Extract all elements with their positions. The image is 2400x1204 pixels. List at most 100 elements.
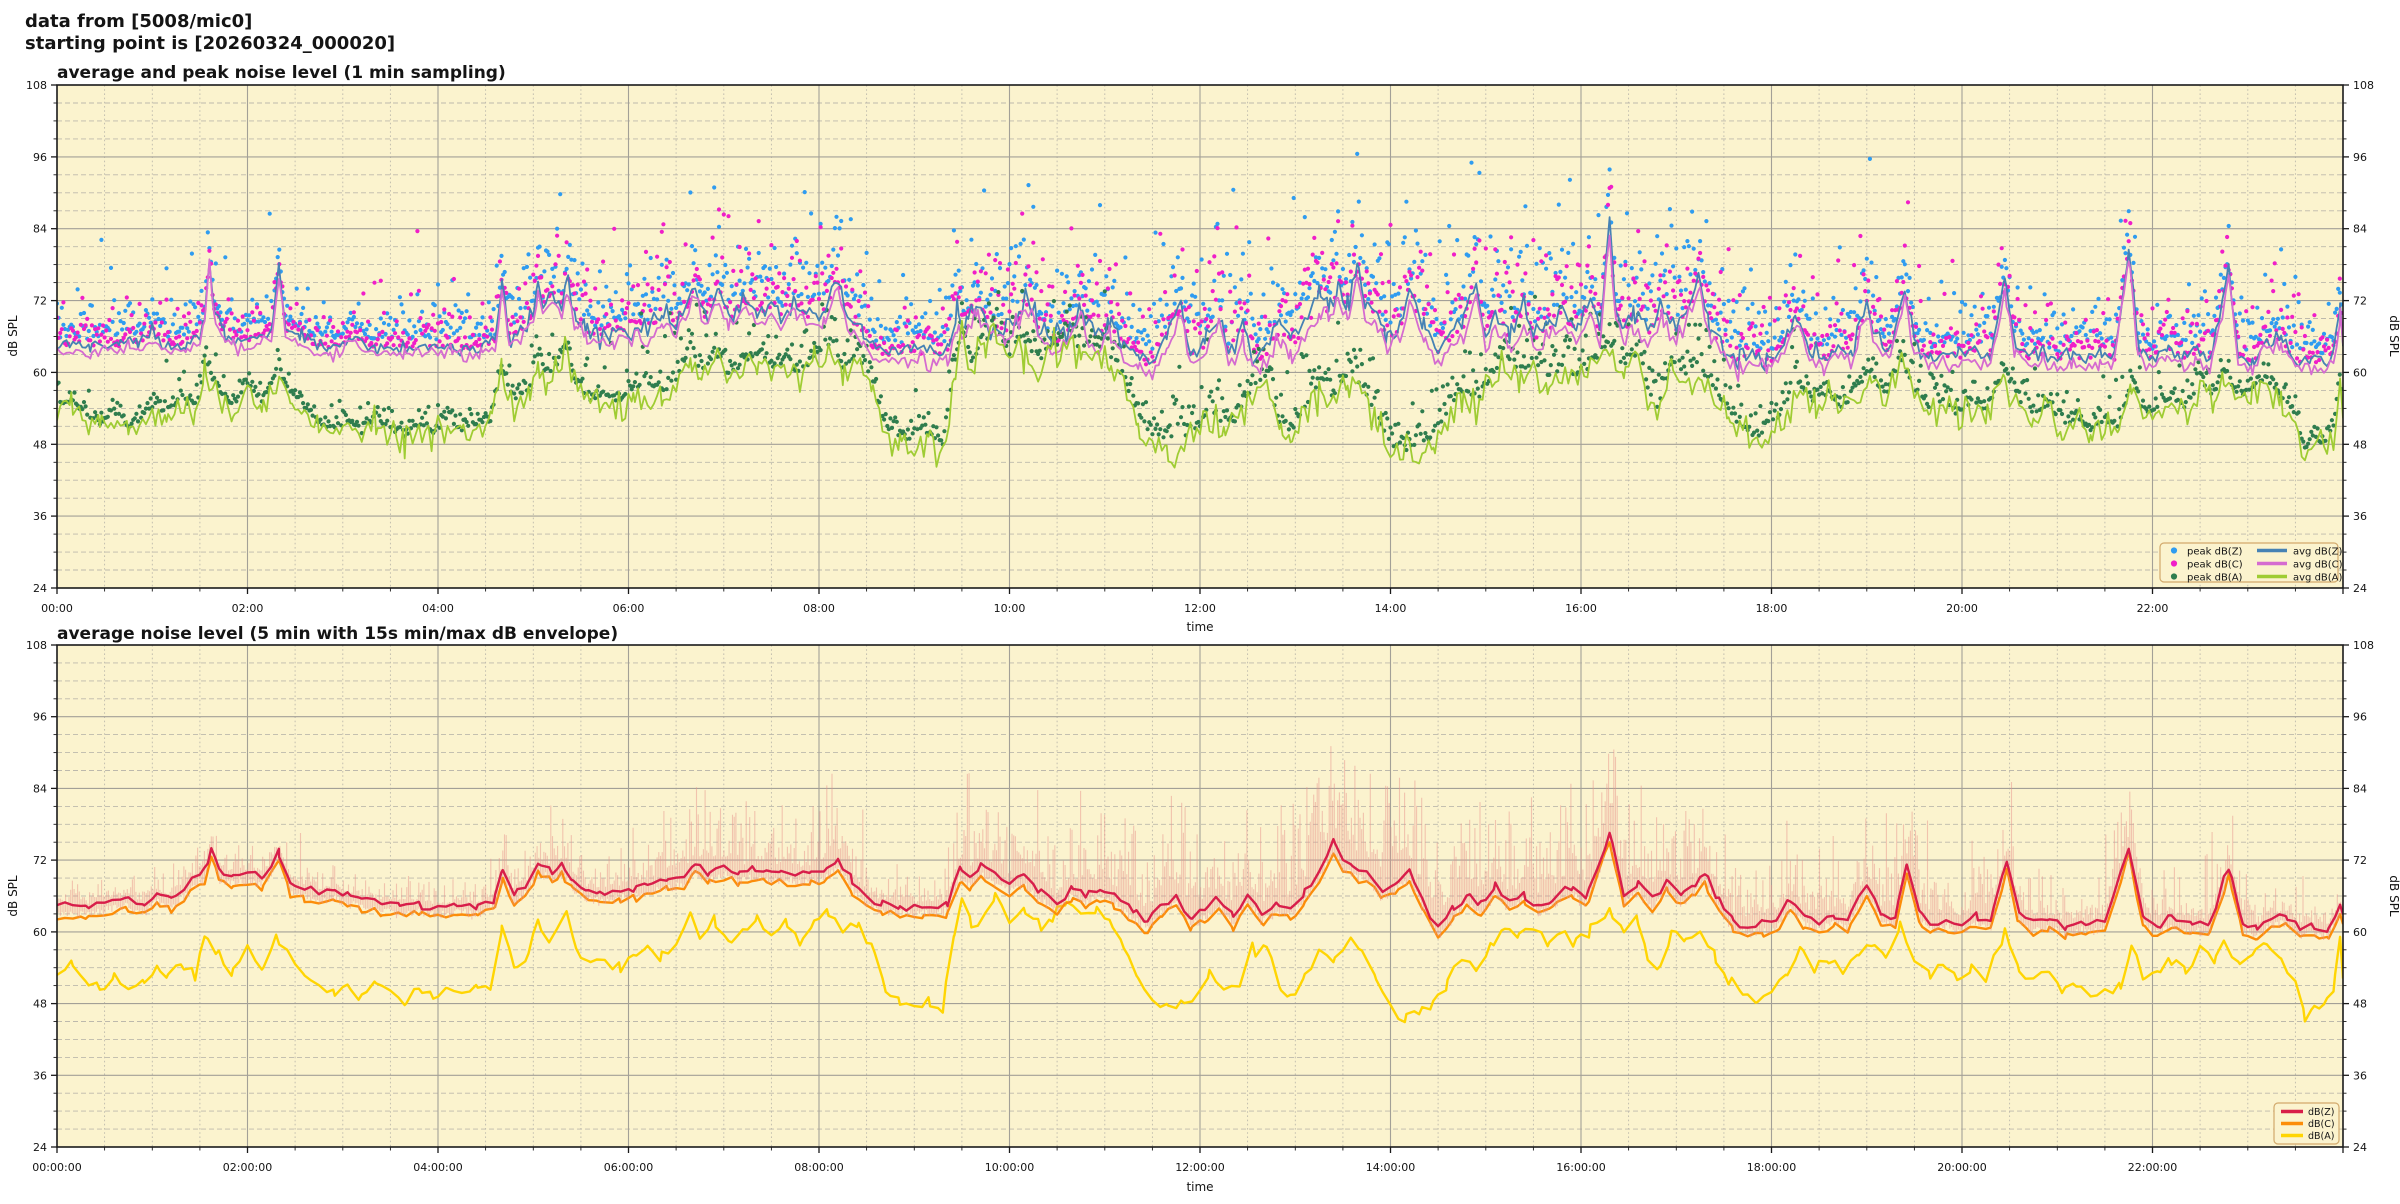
charts-root: 00:00 02:00 04:00 06:00 08:00 10:00 12:00 14:00… [26, 79, 2374, 1174]
chart1-y-tick-label-right: 60 [2353, 366, 2367, 379]
chart1-x-tick-label: 22:00 [2137, 602, 2169, 615]
legend-label: dB(C) [2308, 1119, 2335, 1130]
legend-label: peak dB(A) [2187, 572, 2243, 583]
legend-label: avg dB(C) [2293, 559, 2343, 570]
chart2-axes: 00:00:00 02:00:00 04:00:00 06:00:00 08:00:00… [26, 639, 2374, 1174]
chart1-series [57, 151, 2343, 469]
chart1-title: average and peak noise level (1 min samp… [57, 63, 506, 83]
chart1-yaxis-label-right: dB SPL [2387, 315, 2400, 357]
chart1-x-tick-label: 02:00 [232, 602, 264, 615]
legend-marker-peak-db-z- [2170, 547, 2178, 554]
legend-marker-peak-db-c- [2170, 560, 2178, 567]
chart1-legend: peak dB(Z) peak dB(C) peak dB(A) avg dB(Z) a… [2159, 542, 2343, 583]
chart1-frame [57, 85, 2343, 588]
chart1-y-tick-label-right: 84 [2353, 223, 2367, 236]
chart1-y-tick-label-left: 36 [33, 510, 47, 523]
legend-label: dB(Z) [2308, 1107, 2334, 1118]
chart1-y-tick-label-left: 96 [33, 151, 47, 164]
chart1-x-tick-label: 18:00 [1756, 602, 1788, 615]
chart1-y-tick-label-left: 84 [33, 223, 47, 236]
chart2-y-tick-label-right: 48 [2353, 998, 2367, 1011]
chart2-y-tick-label-left: 96 [33, 711, 47, 724]
chart1-y-tick-label-left: 72 [33, 295, 47, 308]
chart2-major-grid [57, 645, 2343, 1147]
chart2-x-tick-label: 12:00:00 [1175, 1161, 1224, 1174]
chart2-ticks [51, 644, 2349, 1153]
chart1-x-tick-labels: 00:00 02:00 04:00 06:00 08:00 10:00 12:00 14:00… [41, 602, 2168, 615]
series-avg-dbc [57, 234, 2343, 382]
chart2-y-tick-labels: 108 108 96 96 84 84 72 72 60 60 48 48 36 36 24 24 [26, 639, 2374, 1154]
chart1-x-tick-label: 20:00 [1946, 602, 1978, 615]
header-line1: data from [5008/mic0] [25, 11, 252, 32]
series-dbz [57, 831, 2343, 933]
chart2-x-tick-labels: 00:00:00 02:00:00 04:00:00 06:00:00 08:00:00… [32, 1161, 2177, 1174]
legend-marker-peak-db-a- [2170, 573, 2178, 580]
legend-label: avg dB(Z) [2293, 546, 2343, 557]
series-avg-dbz [57, 216, 2343, 372]
chart2-xaxis-label: time [1186, 1180, 1213, 1194]
chart1-xaxis-label: time [1186, 620, 1213, 634]
legend-label: peak dB(Z) [2187, 546, 2243, 557]
chart2-title: average noise level (5 min with 15s min/… [57, 624, 618, 644]
chart2-x-tick-label: 10:00:00 [985, 1161, 1034, 1174]
chart2-y-tick-label-right: 60 [2353, 926, 2367, 939]
header-line2: starting point is [20260324_000020] [25, 33, 395, 54]
chart1-y-tick-label-right: 24 [2353, 582, 2367, 595]
chart2-x-tick-label: 14:00:00 [1366, 1161, 1415, 1174]
chart2-y-tick-label-left: 36 [33, 1069, 47, 1082]
chart1-ticks [51, 84, 2349, 594]
chart1-y-tick-label-right: 36 [2353, 510, 2367, 523]
chart2-frame [57, 645, 2343, 1147]
chart1-yaxis-label-left: dB SPL [6, 315, 20, 357]
chart1-axes: 00:00 02:00 04:00 06:00 08:00 10:00 12:00 14:00… [26, 79, 2374, 615]
series-avg-dba [57, 319, 2343, 469]
chart2-x-tick-label: 16:00:00 [1556, 1161, 1605, 1174]
chart2-y-tick-label-right: 72 [2353, 854, 2367, 867]
chart1-x-tick-label: 16:00 [1565, 602, 1597, 615]
chart2-x-tick-label: 06:00:00 [604, 1161, 653, 1174]
chart2-y-tick-label-right: 108 [2353, 639, 2374, 652]
legend-label: peak dB(C) [2187, 559, 2243, 570]
chart1-y-tick-label-right: 108 [2353, 79, 2374, 92]
chart2-yaxis-label-right: dB SPL [2387, 875, 2400, 917]
chart1-x-tick-label: 14:00 [1375, 602, 1407, 615]
chart2-x-tick-label: 04:00:00 [413, 1161, 462, 1174]
chart2-x-tick-label: 08:00:00 [794, 1161, 843, 1174]
chart1-y-tick-label-right: 96 [2353, 151, 2367, 164]
chart2-x-tick-label: 18:00:00 [1747, 1161, 1796, 1174]
chart1-x-tick-label: 08:00 [803, 602, 835, 615]
legend-label: avg dB(A) [2293, 572, 2343, 583]
chart1-y-tick-label-right: 48 [2353, 438, 2367, 451]
chart2-x-tick-label: 02:00:00 [223, 1161, 272, 1174]
chart2-y-tick-label-left: 72 [33, 854, 47, 867]
chart2-y-tick-label-left: 60 [33, 926, 47, 939]
chart2-x-tick-label: 22:00:00 [2128, 1161, 2177, 1174]
chart2-y-tick-label-right: 84 [2353, 782, 2367, 795]
chart2-y-tick-label-right: 36 [2353, 1069, 2367, 1082]
chart2-x-tick-label: 00:00:00 [32, 1161, 81, 1174]
legend-label: dB(A) [2308, 1131, 2334, 1142]
chart1-y-tick-label-right: 72 [2353, 295, 2367, 308]
chart1-y-tick-labels: 108 108 96 96 84 84 72 72 60 60 48 48 36 36 24 24 [26, 79, 2374, 595]
series-dba [57, 891, 2343, 1024]
chart1-y-tick-label-left: 108 [26, 79, 47, 92]
chart1-y-tick-label-left: 24 [33, 582, 47, 595]
chart1-x-tick-label: 10:00 [994, 602, 1026, 615]
chart1-y-tick-label-left: 48 [33, 438, 47, 451]
chart1-y-tick-label-left: 60 [33, 366, 47, 379]
chart1-x-tick-label: 00:00 [41, 602, 73, 615]
chart1-legend-box [2159, 542, 2339, 583]
chart2-yaxis-label-left: dB SPL [6, 875, 20, 917]
chart2-y-tick-label-left: 48 [33, 998, 47, 1011]
chart1-x-tick-label: 06:00 [613, 602, 645, 615]
chart2-x-tick-label: 20:00:00 [1937, 1161, 1986, 1174]
chart2-y-tick-label-right: 24 [2353, 1141, 2367, 1154]
chart2-y-tick-label-left: 108 [26, 639, 47, 652]
series-dbz-minmax-envelope [57, 746, 2343, 940]
chart1-x-tick-label: 04:00 [422, 602, 454, 615]
chart2-series [57, 746, 2343, 1024]
chart2-y-tick-label-left: 24 [33, 1141, 47, 1154]
chart2-y-tick-label-left: 84 [33, 782, 47, 795]
chart2-y-tick-label-right: 96 [2353, 711, 2367, 724]
